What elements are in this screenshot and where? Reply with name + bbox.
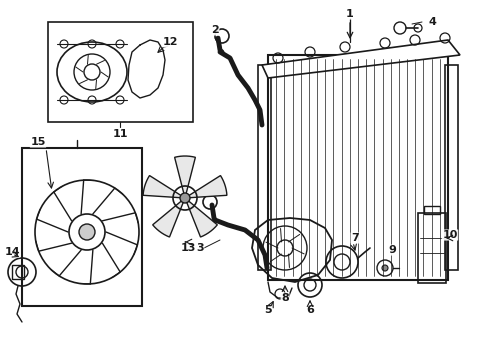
- Polygon shape: [262, 40, 460, 78]
- Circle shape: [180, 193, 190, 203]
- Circle shape: [79, 224, 95, 240]
- Text: 1: 1: [346, 9, 354, 19]
- Bar: [424, 206, 440, 214]
- Text: 8: 8: [281, 293, 289, 303]
- Polygon shape: [143, 176, 185, 198]
- Bar: [445, 65, 458, 270]
- Polygon shape: [174, 156, 196, 198]
- Circle shape: [382, 265, 388, 271]
- Bar: [258, 65, 271, 270]
- Text: 14: 14: [4, 247, 20, 257]
- Text: 5: 5: [264, 305, 272, 315]
- Text: 12: 12: [162, 37, 178, 47]
- Polygon shape: [185, 198, 218, 237]
- Text: 10: 10: [442, 230, 458, 240]
- Text: 2: 2: [211, 25, 219, 35]
- Text: 3: 3: [196, 243, 204, 253]
- Text: 4: 4: [428, 17, 436, 27]
- Text: 13: 13: [180, 243, 196, 253]
- Bar: [22, 148, 142, 306]
- Text: 15: 15: [30, 137, 46, 147]
- Bar: [268, 55, 448, 280]
- Text: 6: 6: [306, 305, 314, 315]
- Bar: [48, 22, 193, 122]
- Polygon shape: [185, 176, 227, 198]
- Text: 7: 7: [351, 233, 359, 243]
- Text: 11: 11: [112, 129, 128, 139]
- Bar: [12, 265, 24, 279]
- Polygon shape: [153, 198, 185, 237]
- Text: 9: 9: [388, 245, 396, 255]
